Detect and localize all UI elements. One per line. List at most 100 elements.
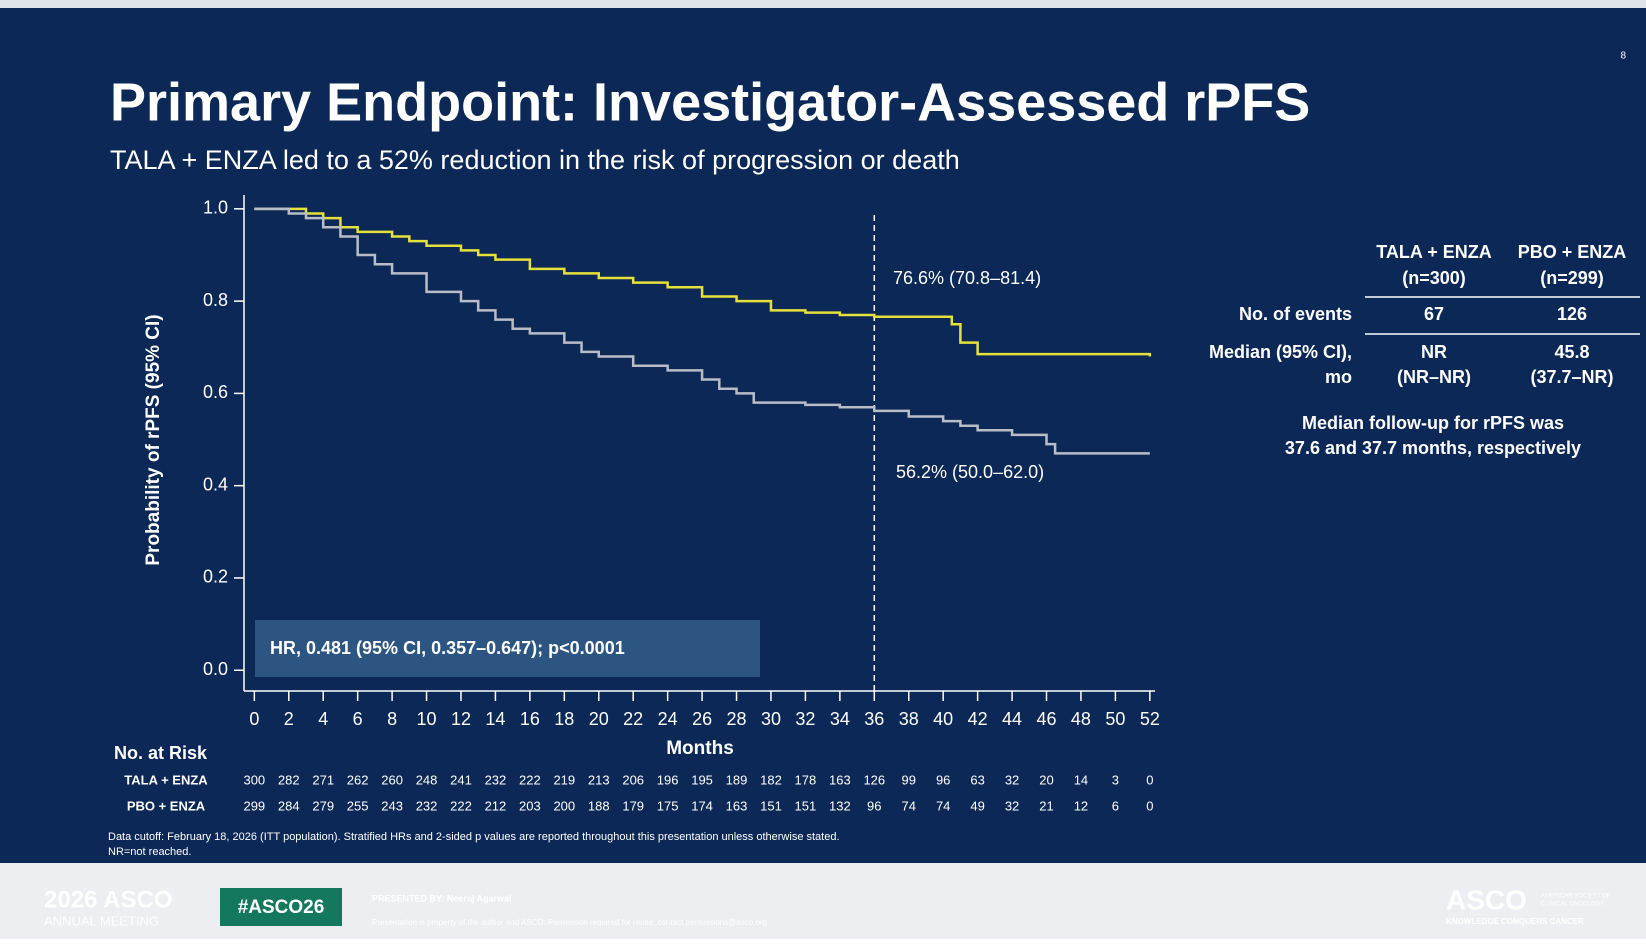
table-cell: 126 — [1557, 304, 1587, 324]
at-risk-count: 179 — [622, 798, 644, 813]
y-tick-label: 0.6 — [203, 382, 228, 402]
at-risk-count: 212 — [485, 798, 507, 813]
at-risk-count: 178 — [795, 772, 817, 787]
page-number: 8 — [1620, 51, 1626, 62]
at-risk-count: 206 — [622, 772, 644, 787]
x-tick-label: 38 — [899, 709, 919, 729]
presenter: PRESENTED BY: Neeraj Agarwal — [372, 893, 512, 903]
at-risk-count: 163 — [726, 798, 748, 813]
at-risk-count: 20 — [1039, 772, 1053, 787]
at-risk-count: 126 — [863, 772, 885, 787]
x-tick-label: 34 — [830, 709, 850, 729]
at-risk-count: 21 — [1039, 798, 1053, 813]
at-risk-count: 74 — [902, 798, 916, 813]
row-label: Median (95% CI), — [1209, 342, 1352, 362]
x-tick-label: 4 — [318, 709, 328, 729]
x-tick-label: 30 — [761, 709, 781, 729]
at-risk-count: 6 — [1112, 798, 1119, 813]
y-tick-label: 0.2 — [203, 567, 228, 587]
at-risk-count: 14 — [1074, 772, 1088, 787]
at-risk-count: 182 — [760, 772, 782, 787]
y-tick-label: 0.8 — [203, 290, 228, 310]
x-tick-label: 14 — [485, 709, 505, 729]
at-risk-count: 299 — [243, 798, 265, 813]
meeting-sub: ANNUAL MEETING — [44, 913, 159, 928]
at-risk-count: 96 — [936, 772, 950, 787]
x-tick-label: 22 — [623, 709, 643, 729]
top-band — [0, 0, 1646, 8]
footnote: Data cutoff: February 18, 2026 (ITT popu… — [108, 831, 840, 843]
at-risk-count: 219 — [553, 772, 575, 787]
at-risk-count: 203 — [519, 798, 541, 813]
at-risk-label: PBO + ENZA — [127, 798, 206, 813]
tala-annotation: 76.6% (70.8–81.4) — [893, 268, 1041, 288]
table-header: (n=299) — [1540, 268, 1604, 288]
at-risk-count: 200 — [553, 798, 575, 813]
pbo-annotation: 56.2% (50.0–62.0) — [896, 462, 1044, 482]
society: CLINICAL ONCOLOGY — [1541, 902, 1604, 908]
table-note: Median follow-up for rPFS was — [1302, 413, 1564, 433]
table-cell: (NR–NR) — [1397, 367, 1471, 387]
at-risk-count: 195 — [691, 772, 713, 787]
at-risk-count: 271 — [312, 772, 334, 787]
y-axis-label: Probability of rPFS (95% CI) — [143, 314, 164, 565]
at-risk-title: No. at Risk — [114, 743, 208, 763]
hashtag: #ASCO26 — [238, 897, 325, 918]
x-tick-label: 0 — [249, 709, 259, 729]
hashtag-box — [220, 888, 342, 926]
x-tick-label: 8 — [387, 709, 397, 729]
x-tick-label: 42 — [968, 709, 988, 729]
x-tick-label: 44 — [1002, 709, 1022, 729]
table-header: (n=300) — [1402, 268, 1466, 288]
at-risk-count: 63 — [970, 772, 984, 787]
table-note: 37.6 and 37.7 months, respectively — [1285, 438, 1581, 458]
x-tick-label: 40 — [933, 709, 953, 729]
table-header: TALA + ENZA — [1376, 242, 1492, 262]
table-header: PBO + ENZA — [1518, 242, 1627, 262]
survival-curve — [254, 207, 1152, 357]
at-risk-count: 284 — [278, 798, 300, 813]
at-risk-count: 151 — [760, 798, 782, 813]
at-risk-count: 188 — [588, 798, 610, 813]
at-risk-count: 213 — [588, 772, 610, 787]
tagline: KNOWLEDGE CONQUERS CANCER — [1446, 917, 1584, 926]
at-risk-count: 222 — [519, 772, 541, 787]
x-tick-label: 36 — [864, 709, 884, 729]
at-risk-count: 232 — [485, 772, 507, 787]
x-tick-label: 52 — [1140, 709, 1160, 729]
at-risk-count: 222 — [450, 798, 472, 813]
at-risk-count: 99 — [902, 772, 916, 787]
at-risk-count: 300 — [243, 772, 265, 787]
at-risk-count: 260 — [381, 772, 403, 787]
at-risk-label: TALA + ENZA — [124, 772, 208, 787]
footnote: NR=not reached. — [108, 846, 191, 858]
asco-logo: ASCO — [1446, 884, 1527, 915]
title: Primary Endpoint: Investigator-Assessed … — [110, 72, 1310, 132]
at-risk-count: 241 — [450, 772, 472, 787]
at-risk-count: 279 — [312, 798, 334, 813]
subtitle: TALA + ENZA led to a 52% reduction in th… — [110, 145, 960, 175]
x-tick-label: 18 — [554, 709, 574, 729]
at-risk-count: 243 — [381, 798, 403, 813]
x-tick-label: 24 — [658, 709, 678, 729]
x-tick-label: 10 — [417, 709, 437, 729]
x-axis-label: Months — [666, 738, 734, 759]
at-risk-count: 282 — [278, 772, 300, 787]
at-risk-count: 0 — [1146, 798, 1153, 813]
hr-box — [255, 620, 760, 677]
at-risk-count: 3 — [1112, 772, 1119, 787]
at-risk-count: 0 — [1146, 772, 1153, 787]
x-tick-label: 50 — [1105, 709, 1125, 729]
at-risk-count: 248 — [416, 772, 438, 787]
y-tick-label: 0.0 — [203, 659, 228, 679]
y-tick-label: 0.4 — [203, 474, 228, 494]
table-cell: 45.8 — [1554, 342, 1589, 362]
x-tick-label: 16 — [520, 709, 540, 729]
at-risk-count: 32 — [1005, 772, 1019, 787]
at-risk-count: 232 — [416, 798, 438, 813]
at-risk-count: 49 — [970, 798, 984, 813]
x-tick-label: 48 — [1071, 709, 1091, 729]
x-tick-label: 2 — [284, 709, 294, 729]
at-risk-count: 132 — [829, 798, 851, 813]
